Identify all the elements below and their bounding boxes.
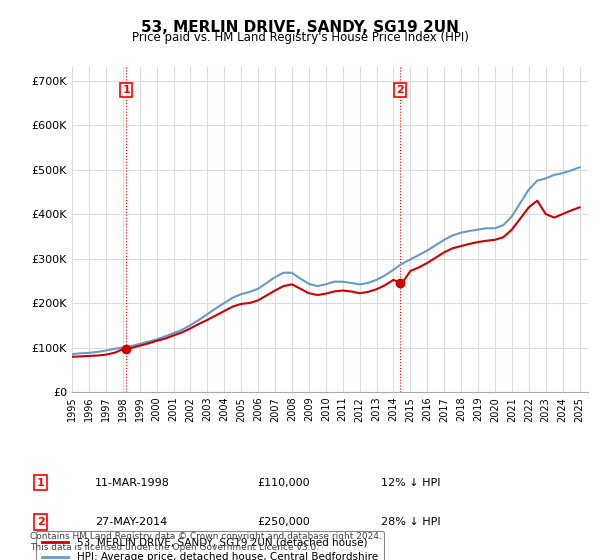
Text: Price paid vs. HM Land Registry's House Price Index (HPI): Price paid vs. HM Land Registry's House … — [131, 31, 469, 44]
Text: 2: 2 — [397, 85, 404, 95]
Text: Contains HM Land Registry data © Crown copyright and database right 2024.
This d: Contains HM Land Registry data © Crown c… — [30, 532, 382, 552]
Text: 12% ↓ HPI: 12% ↓ HPI — [381, 478, 440, 488]
Text: 11-MAR-1998: 11-MAR-1998 — [95, 478, 170, 488]
Legend: 53, MERLIN DRIVE, SANDY, SG19 2UN (detached house), HPI: Average price, detached: 53, MERLIN DRIVE, SANDY, SG19 2UN (detac… — [36, 531, 384, 560]
Text: 1: 1 — [37, 478, 44, 488]
Text: 27-MAY-2014: 27-MAY-2014 — [95, 517, 167, 527]
Text: £110,000: £110,000 — [257, 478, 310, 488]
Text: 53, MERLIN DRIVE, SANDY, SG19 2UN: 53, MERLIN DRIVE, SANDY, SG19 2UN — [141, 20, 459, 35]
Text: £250,000: £250,000 — [257, 517, 310, 527]
Text: 1: 1 — [122, 85, 130, 95]
Text: 2: 2 — [37, 517, 44, 527]
Text: 28% ↓ HPI: 28% ↓ HPI — [381, 517, 440, 527]
